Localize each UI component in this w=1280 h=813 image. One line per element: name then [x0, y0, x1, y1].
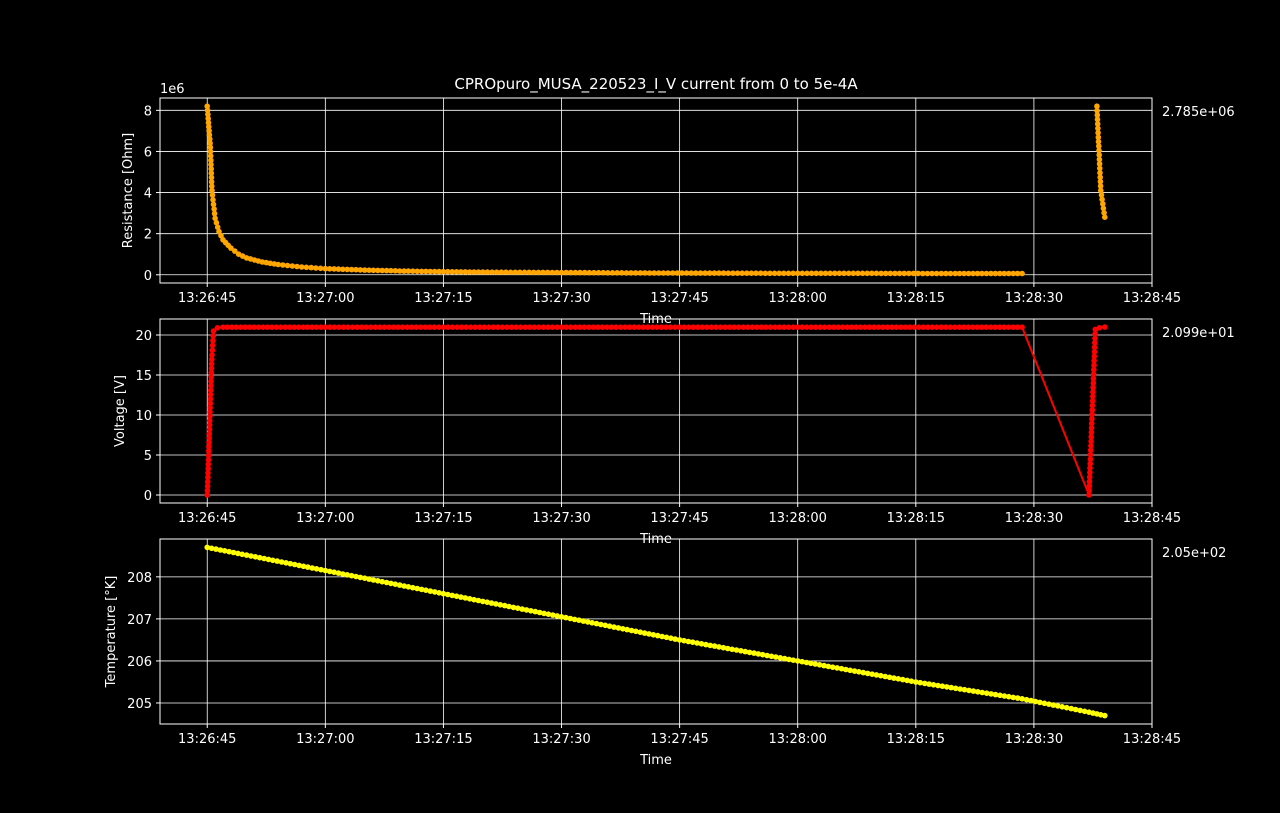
- data-point: [210, 338, 216, 344]
- x-tick-label: 13:28:00: [769, 511, 827, 526]
- y-offset-text: 1e6: [160, 82, 185, 97]
- x-tick-label: 13:28:45: [1123, 291, 1181, 306]
- x-tick-label: 13:26:45: [178, 732, 236, 747]
- x-tick-label: 13:27:00: [296, 732, 354, 747]
- x-tick-label: 13:26:45: [178, 291, 236, 306]
- y-axis-label: Resistance [Ohm]: [121, 133, 136, 248]
- x-tick-label: 13:27:45: [650, 291, 708, 306]
- x-tick-label: 13:28:45: [1123, 511, 1181, 526]
- data-point: [1019, 271, 1025, 277]
- y-tick-label: 10: [135, 409, 152, 424]
- y-tick-label: 0: [144, 489, 152, 504]
- y-tick-label: 6: [144, 145, 152, 160]
- data-point: [1102, 214, 1108, 220]
- data-point: [1102, 324, 1108, 330]
- x-tick-label: 13:27:00: [296, 511, 354, 526]
- y-tick-label: 4: [144, 187, 152, 202]
- x-axis-label: Time: [639, 753, 672, 768]
- y-tick-label: 208: [127, 571, 152, 586]
- y-tick-label: 15: [135, 369, 152, 384]
- x-tick-label: 13:26:45: [178, 511, 236, 526]
- y-tick-label: 207: [127, 613, 152, 628]
- x-tick-label: 13:28:00: [769, 732, 827, 747]
- x-tick-label: 13:27:30: [532, 511, 590, 526]
- x-tick-label: 13:28:45: [1123, 732, 1181, 747]
- x-tick-label: 13:27:15: [414, 732, 472, 747]
- data-point: [210, 343, 216, 349]
- y-tick-label: 0: [144, 269, 152, 284]
- last-value-label: 2.785e+06: [1162, 105, 1235, 120]
- data-point: [285, 263, 291, 269]
- data-point: [215, 325, 221, 331]
- x-tick-label: 13:27:30: [532, 291, 590, 306]
- last-value-label: 2.099e+01: [1162, 326, 1235, 341]
- x-tick-label: 13:27:00: [296, 291, 354, 306]
- data-point: [210, 347, 216, 353]
- data-point: [1097, 325, 1103, 331]
- last-value-label: 2.05e+02: [1162, 546, 1226, 561]
- x-tick-label: 13:27:45: [650, 732, 708, 747]
- x-tick-label: 13:28:15: [887, 291, 945, 306]
- y-tick-label: 5: [144, 449, 152, 464]
- data-point: [209, 352, 215, 358]
- x-tick-label: 13:27:30: [532, 732, 590, 747]
- x-tick-label: 13:28:30: [1005, 732, 1063, 747]
- x-tick-label: 13:28:30: [1005, 291, 1063, 306]
- data-point: [210, 333, 216, 339]
- x-tick-label: 13:28:15: [887, 511, 945, 526]
- y-axis-label: Temperature [°K]: [104, 576, 119, 689]
- x-tick-label: 13:28:15: [887, 732, 945, 747]
- data-point: [1019, 324, 1025, 330]
- x-tick-label: 13:27:15: [414, 291, 472, 306]
- y-tick-label: 206: [127, 655, 152, 670]
- y-tick-label: 8: [144, 104, 152, 119]
- x-tick-label: 13:28:00: [769, 291, 827, 306]
- data-point: [304, 265, 310, 271]
- x-tick-label: 13:27:15: [414, 511, 472, 526]
- data-point: [1102, 713, 1108, 719]
- y-tick-label: 205: [127, 697, 152, 712]
- x-tick-label: 13:28:30: [1005, 511, 1063, 526]
- y-tick-label: 2: [144, 228, 152, 243]
- x-tick-label: 13:27:45: [650, 511, 708, 526]
- figure-title: CPROpuro_MUSA_220523_I_V current from 0 …: [454, 75, 858, 94]
- y-axis-label: Voltage [V]: [113, 375, 128, 447]
- y-tick-label: 20: [135, 329, 152, 344]
